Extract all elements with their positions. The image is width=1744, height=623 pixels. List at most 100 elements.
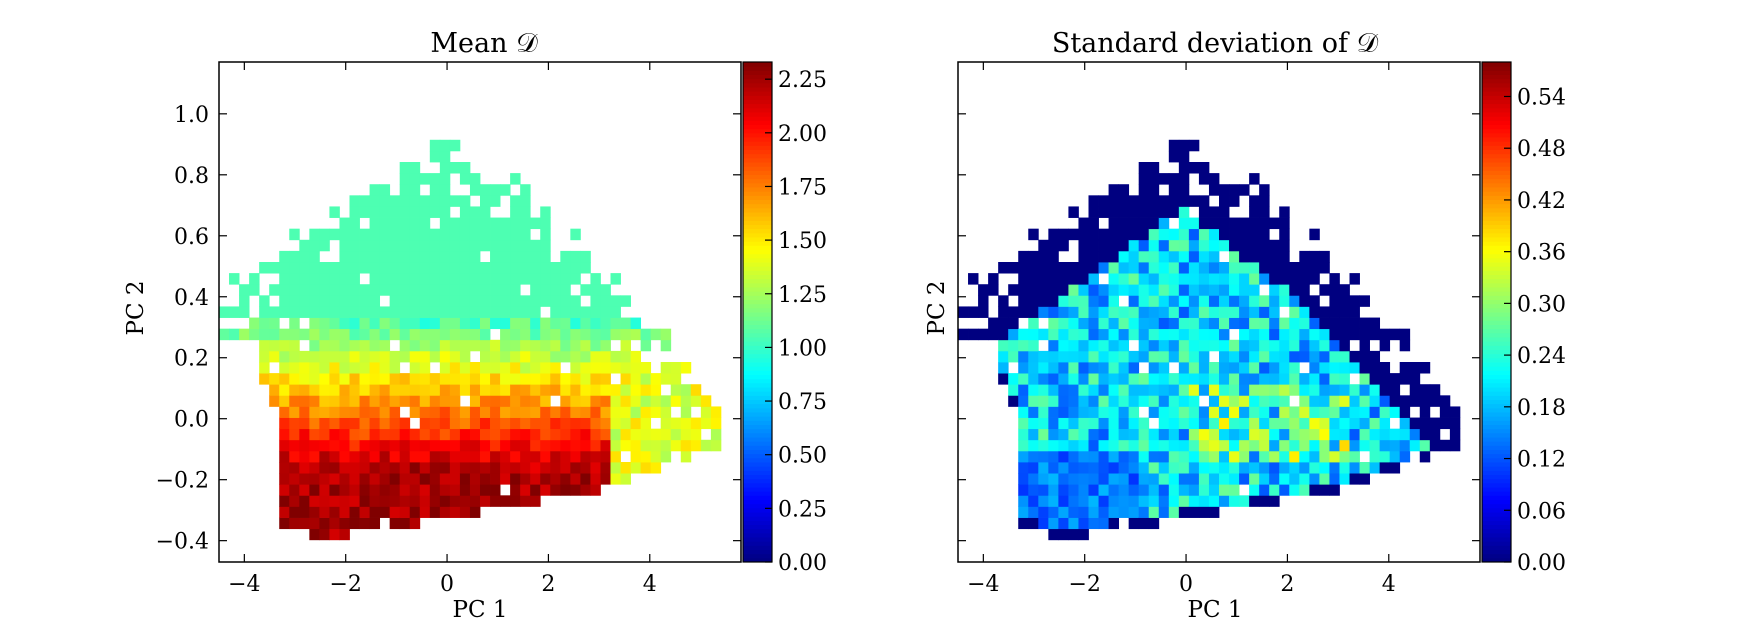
- heatmap-cell: [319, 228, 330, 241]
- heatmap-cell: [1088, 273, 1099, 285]
- heatmap-cell: [1219, 439, 1230, 452]
- heatmap-cell: [299, 395, 310, 407]
- heatmap-cell: [1359, 339, 1370, 352]
- heatmap-cell: [610, 406, 621, 418]
- heatmap-cell: [309, 306, 320, 318]
- heatmap-cell: [570, 462, 581, 474]
- heatmap-cell: [1339, 339, 1350, 352]
- heatmap-cell: [690, 395, 702, 407]
- heatmap-cell: [279, 473, 290, 485]
- heatmap-cell: [399, 384, 411, 396]
- heatmap-cell: [1188, 284, 1200, 296]
- heatmap-cell: [1198, 373, 1210, 385]
- heatmap-cell: [1319, 262, 1330, 274]
- heatmap-cell: [1309, 406, 1320, 418]
- heatmap-cell: [1128, 428, 1140, 441]
- heatmap-cell: [279, 462, 290, 474]
- colorbar-segment: [1482, 437, 1511, 442]
- heatmap-cell: [1208, 273, 1220, 285]
- heatmap-cell: [1178, 139, 1190, 152]
- heatmap-cell: [480, 228, 491, 241]
- heatmap-cell: [1289, 362, 1300, 374]
- heatmap-cell: [530, 273, 541, 285]
- heatmap-cell: [1068, 350, 1079, 363]
- heatmap-cell: [670, 428, 682, 441]
- heatmap-cell: [1208, 295, 1220, 307]
- heatmap-cell: [978, 328, 989, 341]
- heatmap-cell: [449, 162, 461, 174]
- heatmap-cell: [620, 384, 631, 396]
- heatmap-cell: [219, 306, 230, 318]
- heatmap-cell: [389, 217, 401, 230]
- heatmap-cell: [560, 439, 571, 452]
- heatmap-cell: [490, 273, 501, 285]
- heatmap-cell: [550, 317, 561, 330]
- heatmap-cell: [439, 250, 451, 263]
- heatmap-cell: [389, 228, 401, 241]
- heatmap-cell: [530, 306, 541, 318]
- heatmap-cell: [439, 306, 451, 318]
- heatmap-cell: [1008, 373, 1019, 385]
- heatmap-cell: [1389, 462, 1401, 474]
- heatmap-cell: [299, 250, 310, 263]
- heatmap-cell: [279, 262, 290, 274]
- heatmap-cell: [1118, 384, 1130, 396]
- heatmap-cell: [1259, 317, 1270, 330]
- heatmap-cell: [1289, 384, 1300, 396]
- heatmap-cell: [1269, 373, 1280, 385]
- heatmap-cell: [1449, 417, 1461, 430]
- colorbar-segment: [1482, 207, 1511, 213]
- heatmap-cell: [1369, 450, 1381, 463]
- heatmap-cell: [319, 462, 330, 474]
- colorbar-segment: [1482, 228, 1511, 234]
- heatmap-cell: [1309, 395, 1320, 407]
- heatmap-cell: [309, 506, 320, 518]
- heatmap-cell: [1319, 284, 1330, 296]
- heatmap-cell: [339, 439, 350, 452]
- heatmap-cell: [958, 328, 969, 341]
- heatmap-cell: [1058, 473, 1069, 485]
- heatmap-cell: [1349, 317, 1360, 330]
- heatmap-cell: [1198, 428, 1210, 441]
- heatmap-cell: [1339, 417, 1350, 430]
- heatmap-cell: [1229, 417, 1240, 430]
- heatmap-cell: [680, 428, 692, 441]
- heatmap-cell: [419, 373, 431, 385]
- heatmap-cell: [550, 473, 561, 485]
- heatmap-cell: [1198, 273, 1210, 285]
- colorbar-frame: [1481, 61, 1512, 563]
- heatmap-cell: [449, 362, 461, 374]
- heatmap-cell: [1048, 317, 1059, 330]
- heatmap-cell: [349, 406, 360, 418]
- heatmap-cell: [580, 250, 591, 263]
- x-tick-label: 2: [541, 572, 555, 597]
- heatmap-cell: [1249, 373, 1260, 385]
- heatmap-cell: [259, 328, 270, 341]
- heatmap-cell: [439, 173, 451, 185]
- heatmap-cell: [1168, 139, 1180, 152]
- heatmap-cell: [419, 339, 431, 352]
- heatmap-cell: [1138, 517, 1150, 530]
- heatmap-cell: [530, 250, 541, 263]
- heatmap-cell: [369, 428, 381, 441]
- heatmap-cell: [1178, 317, 1190, 330]
- colorbar-segment: [743, 78, 772, 84]
- heatmap-cell: [1068, 262, 1079, 274]
- heatmap-cell: [389, 450, 401, 463]
- colorbar-segment: [1482, 337, 1511, 342]
- heatmap-cell: [1208, 239, 1220, 252]
- heatmap-cell: [1178, 450, 1190, 463]
- colorbar-segment: [743, 312, 772, 317]
- heatmap-cell: [1349, 439, 1360, 452]
- heatmap-cell: [530, 417, 541, 430]
- heatmap-cell: [480, 395, 491, 407]
- heatmap-cell: [369, 462, 381, 474]
- colorbar-segment: [743, 403, 772, 409]
- heatmap-cell: [1048, 362, 1059, 374]
- heatmap-cell: [1128, 395, 1140, 407]
- heatmap-cell: [269, 328, 280, 341]
- colorbar-segment: [743, 199, 772, 205]
- heatmap-cell: [1158, 328, 1170, 341]
- heatmap-cell: [600, 462, 611, 474]
- mean-plot-frame: [218, 61, 742, 563]
